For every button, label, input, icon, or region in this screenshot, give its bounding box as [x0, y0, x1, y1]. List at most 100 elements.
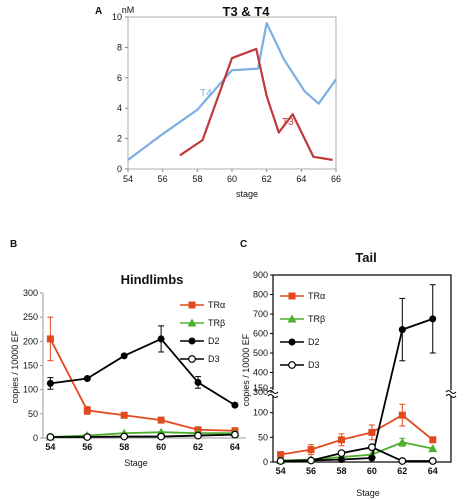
y-tick-label-b: 100 [23, 385, 38, 395]
axis-break-mark [445, 390, 457, 394]
x-axis-label-b: Stage [124, 458, 148, 468]
y-tick-label-a: 8 [117, 42, 122, 52]
legend-marker [188, 301, 196, 309]
legend-label: TRβ [208, 318, 225, 328]
series-line-t3 [179, 47, 333, 161]
y-tick-label-a: 2 [117, 134, 122, 144]
chart-title-a: T3 & T4 [223, 4, 271, 19]
data-point-D3 [120, 432, 129, 441]
legend-marker [188, 355, 196, 363]
legend-label: D3 [208, 354, 220, 364]
chart-a: 0 2 4 6 8 10 54 56 58 60 62 64 66 T4 T3 [112, 12, 341, 184]
x-tick-label-b: 62 [193, 442, 203, 452]
x-tick-label-c: 60 [367, 466, 377, 476]
y-tick-label-b: 300 [23, 288, 38, 298]
y-axis-label-b: copies / 10000 EF [10, 330, 20, 403]
x-tick-label-a: 64 [296, 174, 306, 184]
y-tick-label-c: 400 [253, 368, 268, 378]
data-point-TRα [120, 411, 128, 419]
x-tick-label-a: 54 [123, 174, 133, 184]
legend-marker [288, 292, 296, 300]
data-point-D2 [157, 335, 165, 343]
y-tick-label-b: 200 [23, 336, 38, 346]
legend-label: D3 [308, 360, 320, 370]
axis-break-mark [445, 394, 457, 398]
data-point-D3 [83, 433, 92, 441]
x-tick-label-c: 56 [306, 466, 316, 476]
y-tick-label-c: 150 [253, 383, 268, 393]
y-tick-label-b: 250 [23, 312, 38, 322]
legend-label: TRα [308, 291, 325, 301]
data-point-TRα [337, 436, 345, 444]
data-point-D2 [337, 456, 345, 464]
x-tick-label-a: 62 [262, 174, 272, 184]
plot-frame-c [272, 274, 452, 463]
legend-label: TRβ [308, 314, 325, 324]
x-tick-label-b: 64 [230, 442, 240, 452]
legend-marker [288, 361, 296, 369]
data-point-TRα [46, 335, 54, 343]
chart-title-b: Hindlimbs [121, 272, 184, 287]
data-point-TRα [277, 451, 285, 459]
x-axis-label-a: stage [236, 189, 258, 199]
data-point-D3 [276, 457, 285, 465]
data-point-TRα [83, 406, 91, 414]
data-point-D3 [46, 433, 55, 441]
chart-b: 0 50 100 150 200 250 300 54 56 58 60 62 64 TRα TRβ D2 D3 [23, 288, 246, 452]
x-tick-label-a: 58 [192, 174, 202, 184]
data-point-D3 [428, 457, 437, 465]
data-point-D3 [398, 457, 407, 465]
data-point-D2 [429, 315, 437, 323]
data-point-TRβ [428, 444, 438, 453]
y-tick-label-b: 0 [33, 433, 38, 443]
legend-label: TRα [208, 300, 225, 310]
series-line-D2 [50, 337, 236, 406]
data-point-D3 [337, 449, 346, 458]
series-line-D3 [280, 446, 433, 462]
y-tick-label-c: 100 [253, 408, 268, 418]
x-tick-label-a: 56 [158, 174, 168, 184]
series-label-t3: T3 [282, 117, 294, 128]
x-tick-label-b: 60 [156, 442, 166, 452]
legend-marker [188, 337, 196, 345]
series-line-t4 [127, 21, 337, 161]
x-tick-label-c: 64 [428, 466, 438, 476]
x-tick-label-b: 56 [82, 442, 92, 452]
plot-frame-a [127, 16, 337, 170]
y-axis-label-c: copies / 10000 EF [241, 333, 251, 406]
data-point-TRα [368, 428, 376, 436]
series-label-t4: T4 [200, 88, 212, 99]
series-line-D3 [50, 433, 235, 438]
panel-label-b: B [10, 239, 17, 250]
y-tick-label-a: 6 [117, 73, 122, 83]
y-axis-unit-a: nM [122, 5, 135, 15]
data-point-D3 [307, 456, 315, 465]
y-tick-label-c: 900 [253, 270, 268, 280]
axis-break-gap [269, 390, 277, 396]
y-tick-label-c: 0 [263, 457, 268, 467]
panel-label-a: A [95, 6, 102, 17]
series-line-TRα [49, 338, 235, 432]
x-tick-label-a: 66 [331, 174, 341, 184]
data-point-D3 [157, 432, 166, 441]
data-point-D2 [368, 454, 376, 462]
data-point-TRα [157, 416, 165, 424]
y-tick-label-b: 150 [23, 361, 38, 371]
legend-marker [287, 314, 297, 323]
data-point-TRα [307, 446, 315, 454]
x-tick-label-c: 54 [276, 466, 286, 476]
y-tick-label-a: 0 [117, 164, 122, 174]
x-tick-label-c: 58 [336, 466, 346, 476]
data-point-D3 [194, 431, 202, 440]
x-tick-label-b: 54 [45, 442, 55, 452]
series-line-TRβ [280, 441, 433, 462]
legend-label: D2 [208, 336, 220, 346]
x-tick-label-b: 58 [119, 442, 129, 452]
data-point-TRα [398, 411, 406, 419]
data-point-D2 [194, 378, 202, 386]
y-tick-label-c: 500 [253, 348, 268, 358]
y-tick-label-c: 700 [253, 309, 268, 319]
legend-marker [187, 318, 197, 327]
